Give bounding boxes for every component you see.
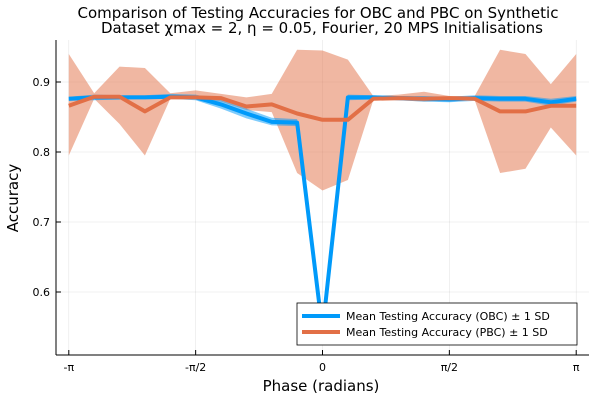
legend-label-pbc: Mean Testing Accuracy (PBC) ± 1 SD xyxy=(346,326,548,339)
chart-title-line1: Comparison of Testing Accuracies for OBC… xyxy=(78,4,559,22)
y-tick-label: 0.6 xyxy=(33,286,51,299)
x-tick-label: π xyxy=(573,361,580,374)
x-tick-label: π/2 xyxy=(441,361,458,374)
x-tick-label: -π/2 xyxy=(185,361,206,374)
tick-layer: -π -π/2 0 π/2 π 0.6 0.7 0.8 0.9 xyxy=(33,76,580,374)
chart-title-line2: Dataset χmax = 2, η = 0.05, Fourier, 20 … xyxy=(101,19,543,37)
legend-box xyxy=(296,302,578,346)
x-tick-label: 0 xyxy=(319,361,326,374)
y-axis-label: Accuracy xyxy=(4,164,22,233)
y-tick-label: 0.9 xyxy=(33,76,51,89)
x-axis-label: Phase (radians) xyxy=(263,377,380,395)
x-tick-label: -π xyxy=(63,361,74,374)
y-tick-label: 0.7 xyxy=(33,216,51,229)
y-tick-label: 0.8 xyxy=(33,146,51,159)
legend-label-obc: Mean Testing Accuracy (OBC) ± 1 SD xyxy=(346,310,550,323)
legend: Mean Testing Accuracy (OBC) ± 1 SD Mean … xyxy=(296,302,578,346)
series-line-pbc xyxy=(68,94,577,122)
